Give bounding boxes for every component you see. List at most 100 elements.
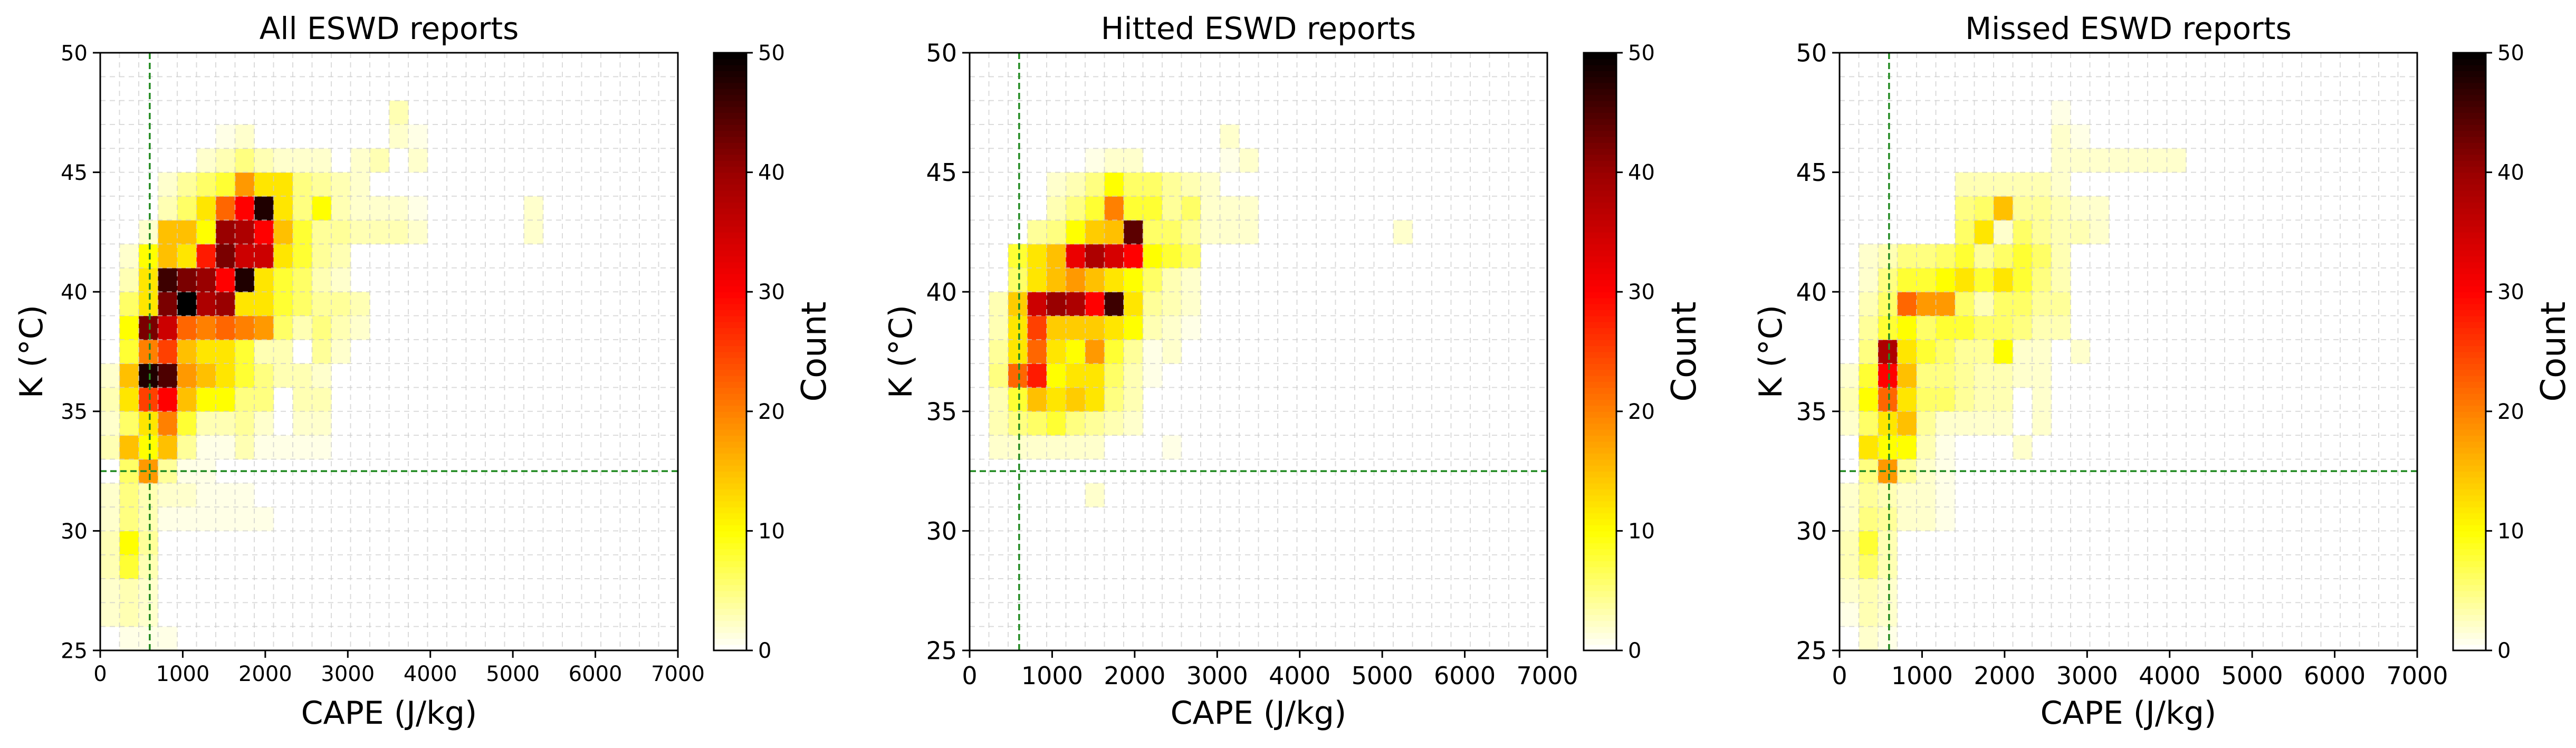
heatmap-cell bbox=[235, 411, 255, 436]
colorbar-segment bbox=[2453, 220, 2486, 227]
heatmap-cell bbox=[1200, 220, 1221, 245]
heatmap-cell bbox=[1181, 267, 1201, 292]
heatmap-cell bbox=[2051, 100, 2071, 125]
heatmap-cell bbox=[158, 267, 178, 292]
y-tick-label: 40 bbox=[1796, 278, 1827, 306]
heatmap-cell bbox=[1239, 196, 1259, 220]
heatmap-cell bbox=[254, 387, 274, 412]
heatmap-cell bbox=[235, 483, 255, 507]
heatmap-cell bbox=[2051, 220, 2071, 245]
heatmap-cell bbox=[1143, 292, 1163, 317]
heatmap-cell bbox=[2090, 220, 2110, 245]
colorbar-segment bbox=[2453, 405, 2486, 412]
heatmap-cell bbox=[1840, 387, 1860, 412]
heatmap-cell bbox=[1916, 339, 1937, 364]
heatmap-cell bbox=[235, 148, 255, 173]
colorbar-segment bbox=[2453, 285, 2486, 292]
colorbar-segment bbox=[1584, 100, 1616, 107]
heatmap-cell bbox=[2032, 339, 2052, 364]
heatmap-cell bbox=[2070, 339, 2091, 364]
heatmap-cell bbox=[254, 435, 274, 460]
heatmap-cell bbox=[408, 220, 428, 245]
colorbar-segment bbox=[714, 489, 746, 496]
heatmap-cell bbox=[158, 244, 178, 268]
heatmap-cell bbox=[1123, 292, 1144, 317]
colorbar-segment bbox=[1584, 321, 1616, 328]
heatmap-cell bbox=[1162, 267, 1182, 292]
heatmap-cell bbox=[1955, 363, 1975, 388]
heatmap-cell bbox=[1143, 172, 1163, 197]
colorbar-segment bbox=[2453, 310, 2486, 317]
x-tick-label: 7000 bbox=[1516, 661, 1578, 690]
colorbar-segment bbox=[714, 495, 746, 502]
heatmap-cell bbox=[369, 196, 390, 220]
heatmap-cell bbox=[1027, 411, 1047, 436]
plot-frame bbox=[1838, 52, 2418, 651]
colorbar-segment bbox=[2453, 369, 2486, 376]
heatmap-cell bbox=[1955, 172, 1975, 197]
x-tick-label: 2000 bbox=[1104, 661, 1165, 690]
heatmap-cell bbox=[1085, 196, 1105, 220]
heatmap-cell bbox=[273, 292, 293, 317]
colorbar-segment bbox=[1584, 459, 1616, 466]
heatmap-cell bbox=[2032, 411, 2052, 436]
x-tick-label: 5000 bbox=[486, 662, 540, 686]
colorbar-segment bbox=[1584, 626, 1616, 633]
heatmap-cell bbox=[177, 339, 197, 364]
colorbar-segment bbox=[714, 632, 746, 639]
colorbar-segment bbox=[1584, 620, 1616, 627]
colorbar-segment bbox=[2453, 429, 2486, 436]
y-tick-label: 50 bbox=[61, 41, 88, 65]
heatmap-cell bbox=[2147, 148, 2168, 173]
heatmap-cell bbox=[1104, 339, 1124, 364]
colorbar-segment bbox=[2453, 70, 2486, 78]
heatmap-cell bbox=[158, 507, 178, 531]
heatmap-cell bbox=[119, 411, 139, 436]
colorbar-segment bbox=[2453, 226, 2486, 233]
x-tick-label: 1000 bbox=[1891, 661, 1953, 690]
heatmap-cell bbox=[158, 196, 178, 220]
heatmap-cell bbox=[1916, 267, 1937, 292]
colorbar-segment bbox=[2453, 602, 2486, 609]
colorbar-segment bbox=[2453, 64, 2486, 71]
heatmap-cell bbox=[138, 435, 159, 460]
heatmap-cell bbox=[1220, 220, 1240, 245]
colorbar-segment bbox=[1584, 166, 1616, 173]
colorbar-segment bbox=[2453, 124, 2486, 131]
heatmap-cell bbox=[196, 172, 216, 197]
heatmap-cell bbox=[196, 483, 216, 507]
heatmap-cell bbox=[119, 339, 139, 364]
heatmap-cell bbox=[138, 483, 159, 507]
heatmap-cell bbox=[989, 435, 1009, 460]
heatmap-cell bbox=[1878, 554, 1898, 579]
colorbar-segment bbox=[2453, 118, 2486, 125]
heatmap-cell bbox=[1974, 196, 1994, 220]
colorbar-segment bbox=[2453, 208, 2486, 215]
heatmap-cell bbox=[196, 196, 216, 220]
colorbar-segment bbox=[1584, 154, 1616, 161]
colorbar-segment bbox=[2453, 315, 2486, 322]
heatmap-cell bbox=[215, 435, 236, 460]
colorbar-tick-label: 0 bbox=[758, 639, 771, 663]
heatmap-cell bbox=[235, 292, 255, 317]
heatmap-cell bbox=[1104, 387, 1124, 412]
heatmap-cell bbox=[138, 267, 159, 292]
colorbar-segment bbox=[1584, 190, 1616, 197]
heatmap-cell bbox=[138, 554, 159, 579]
colorbar-segment bbox=[714, 369, 746, 376]
heatmap-cell bbox=[215, 267, 236, 292]
heatmap-cell bbox=[138, 411, 159, 436]
heatmap-cell bbox=[235, 267, 255, 292]
heatmap-cell bbox=[1859, 267, 1879, 292]
heatmap-cell bbox=[1123, 267, 1144, 292]
colorbar-segment bbox=[2453, 381, 2486, 388]
heatmap-cell bbox=[2090, 196, 2110, 220]
colorbar-frame bbox=[2452, 52, 2487, 651]
colorbar-segment bbox=[714, 53, 746, 60]
heatmap-cell bbox=[1859, 579, 1879, 603]
heatmap-cell bbox=[1046, 339, 1067, 364]
heatmap-cell bbox=[1859, 244, 1879, 268]
heatmap-cell bbox=[389, 100, 409, 125]
colorbar-segment bbox=[2453, 459, 2486, 466]
heatmap-cell bbox=[1936, 339, 1956, 364]
